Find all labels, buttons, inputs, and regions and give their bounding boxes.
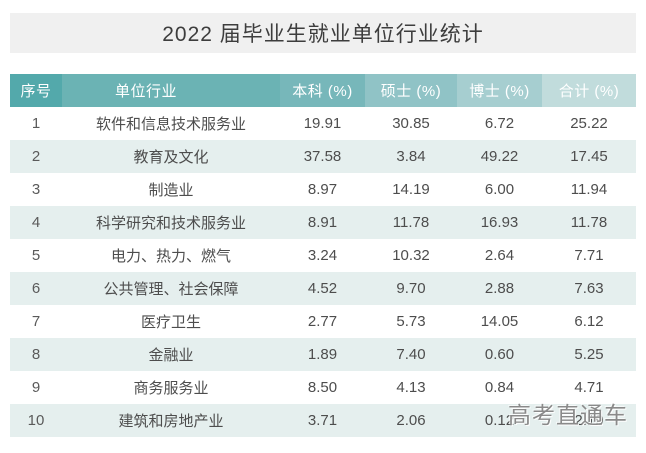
header-cell-serial: 序号 bbox=[10, 74, 62, 107]
table-row: 4 科学研究和技术服务业 8.91 11.78 16.93 11.78 bbox=[10, 206, 636, 239]
cell-industry: 商务服务业 bbox=[133, 380, 209, 397]
table-row: 2 教育及文化 37.58 3.84 49.22 17.45 bbox=[10, 140, 636, 173]
header-cell-total: 合计 (%) bbox=[542, 74, 636, 107]
cell-bachelor: 8.91 bbox=[307, 214, 338, 231]
cell-bachelor: 4.52 bbox=[307, 280, 338, 297]
cell-total: 5.25 bbox=[574, 346, 604, 363]
cell-master: 4.13 bbox=[396, 379, 426, 396]
cell-total: 7.63 bbox=[574, 280, 604, 297]
cell-industry: 教育及文化 bbox=[133, 149, 209, 166]
cell-bachelor: 8.97 bbox=[307, 181, 338, 198]
table-row: 8 金融业 1.89 7.40 0.60 5.25 bbox=[10, 338, 636, 371]
cell-serial: 8 bbox=[31, 346, 41, 363]
cell-doctor: 2.88 bbox=[484, 280, 515, 297]
cell-bachelor: 1.89 bbox=[307, 346, 338, 363]
cell-doctor: 6.00 bbox=[484, 181, 515, 198]
cell-industry: 科学研究和技术服务业 bbox=[95, 215, 246, 232]
cell-total: 25.22 bbox=[570, 115, 608, 132]
table-row: 9 商务服务业 8.50 4.13 0.84 4.71 bbox=[10, 371, 636, 404]
cell-total: 17.45 bbox=[570, 148, 608, 165]
cell-bachelor: 3.24 bbox=[307, 247, 338, 264]
header-cell-doctor: 博士 (%) bbox=[457, 74, 542, 107]
cell-serial: 3 bbox=[31, 181, 41, 198]
cell-doctor: 49.22 bbox=[480, 148, 519, 165]
cell-master: 30.85 bbox=[392, 115, 430, 132]
table-row: 10 建筑和房地产业 3.71 2.06 0.12 2.19 bbox=[10, 404, 636, 437]
cell-bachelor: 3.71 bbox=[307, 412, 338, 429]
industry-stats-table: 序号 单位行业 本科 (%) 硕士 (%) 博士 (%) 合计 (%) 1 软件… bbox=[10, 74, 636, 437]
cell-total: 2.19 bbox=[574, 412, 604, 429]
cell-serial: 5 bbox=[31, 247, 41, 264]
cell-doctor: 2.64 bbox=[484, 247, 515, 264]
cell-doctor: 0.84 bbox=[484, 379, 515, 396]
table-row: 1 软件和信息技术服务业 19.91 30.85 6.72 25.22 bbox=[10, 107, 636, 140]
page-title: 2022 届毕业生就业单位行业统计 bbox=[10, 13, 636, 53]
cell-master: 2.06 bbox=[396, 412, 426, 429]
cell-industry: 公共管理、社会保障 bbox=[103, 281, 239, 298]
cell-master: 7.40 bbox=[396, 346, 426, 363]
cell-master: 11.78 bbox=[392, 214, 430, 231]
cell-bachelor: 37.58 bbox=[303, 148, 342, 165]
cell-serial: 7 bbox=[31, 313, 41, 330]
cell-total: 4.71 bbox=[574, 379, 604, 396]
table-row: 3 制造业 8.97 14.19 6.00 11.94 bbox=[10, 173, 636, 206]
cell-master: 10.32 bbox=[392, 247, 430, 264]
table-row: 5 电力、热力、燃气 3.24 10.32 2.64 7.71 bbox=[10, 239, 636, 272]
cell-total: 11.94 bbox=[570, 181, 608, 198]
header-cell-bachelor: 本科 (%) bbox=[280, 74, 365, 107]
table-row: 7 医疗卫生 2.77 5.73 14.05 6.12 bbox=[10, 305, 636, 338]
cell-bachelor: 2.77 bbox=[307, 313, 338, 330]
cell-industry: 电力、热力、燃气 bbox=[110, 248, 231, 265]
cell-industry: 建筑和房地产业 bbox=[118, 413, 224, 430]
cell-total: 7.71 bbox=[574, 247, 604, 264]
header-cell-master: 硕士 (%) bbox=[365, 74, 457, 107]
cell-serial: 9 bbox=[31, 379, 41, 396]
cell-serial: 4 bbox=[31, 214, 41, 231]
cell-doctor: 0.12 bbox=[484, 412, 515, 429]
cell-master: 14.19 bbox=[392, 181, 430, 198]
cell-doctor: 0.60 bbox=[484, 346, 515, 363]
cell-industry: 软件和信息技术服务业 bbox=[95, 116, 246, 133]
cell-master: 3.84 bbox=[396, 148, 426, 165]
table-row: 6 公共管理、社会保障 4.52 9.70 2.88 7.63 bbox=[10, 272, 636, 305]
cell-total: 6.12 bbox=[574, 313, 604, 330]
header-cell-industry: 单位行业 bbox=[62, 74, 280, 107]
cell-doctor: 14.05 bbox=[480, 313, 519, 330]
cell-serial: 10 bbox=[27, 412, 45, 429]
cell-industry: 制造业 bbox=[148, 182, 194, 199]
cell-total: 11.78 bbox=[570, 214, 608, 231]
cell-serial: 2 bbox=[31, 148, 41, 165]
table-header-row: 序号 单位行业 本科 (%) 硕士 (%) 博士 (%) 合计 (%) bbox=[10, 74, 636, 107]
cell-industry: 医疗卫生 bbox=[140, 314, 201, 331]
cell-doctor: 6.72 bbox=[484, 115, 515, 132]
cell-master: 9.70 bbox=[396, 280, 426, 297]
cell-bachelor: 19.91 bbox=[303, 115, 342, 132]
cell-serial: 6 bbox=[31, 280, 41, 297]
cell-serial: 1 bbox=[31, 115, 41, 132]
cell-doctor: 16.93 bbox=[480, 214, 519, 231]
cell-master: 5.73 bbox=[396, 313, 426, 330]
cell-bachelor: 8.50 bbox=[307, 379, 338, 396]
cell-industry: 金融业 bbox=[148, 347, 194, 364]
